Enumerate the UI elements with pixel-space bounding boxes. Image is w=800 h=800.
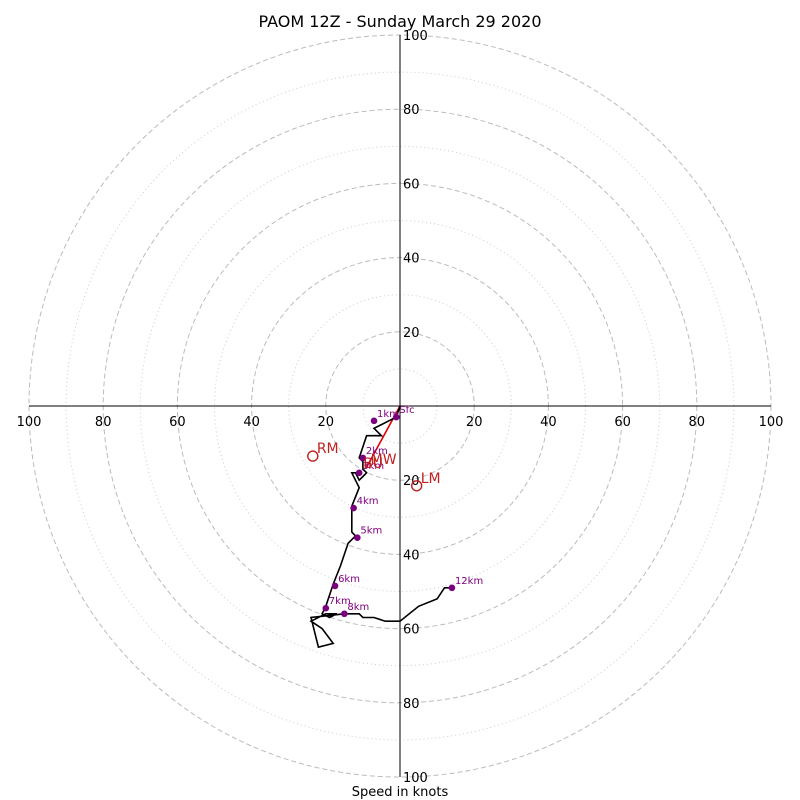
storm-label-rm: RM [317, 441, 339, 457]
storm-label-lm: LM [421, 471, 441, 487]
hodograph-line [309, 405, 452, 649]
height-point-sfc [392, 413, 400, 421]
storm-marker-rm [307, 450, 319, 462]
y-tick-label: 20 [403, 474, 420, 489]
x-tick-label: 100 [759, 415, 784, 430]
height-label-2km: 2km [366, 446, 388, 457]
height-label-4km: 4km [357, 496, 379, 507]
y-tick-label: 80 [403, 103, 420, 118]
height-label-sfc: Sfc [399, 405, 414, 416]
x-tick-label: 20 [318, 415, 335, 430]
height-point-7km [322, 604, 330, 612]
x-tick-label: 80 [689, 415, 706, 430]
storm-marker-lm [410, 480, 423, 492]
y-tick-label: 20 [403, 326, 420, 341]
height-point-6km [331, 582, 339, 590]
tick-labels: 100 80 60 40 20 20 40 60 80 100 100 80 60 40 20 20 40 60 8… [17, 29, 784, 786]
y-tick-label: 40 [403, 548, 420, 563]
height-point-8km [341, 610, 348, 618]
y-tick-label: 100 [403, 771, 428, 786]
x-tick-label: 100 [17, 415, 42, 430]
x-tick-label: 40 [540, 415, 557, 430]
height-label-1km: 1km [377, 409, 399, 420]
height-label-3km: 3km [362, 461, 384, 472]
height-label-7km: 7km [329, 596, 351, 607]
y-tick-label: 40 [403, 252, 420, 267]
y-tick-label: 100 [403, 29, 428, 44]
height-point-3km [355, 469, 363, 477]
height-label-8km: 8km [347, 602, 369, 613]
storm-label-bu: BU [363, 456, 383, 472]
height-label-5km: 5km [360, 526, 382, 537]
x-tick-label: 60 [169, 415, 186, 430]
height-point-12km [448, 584, 456, 592]
height-point-2km [359, 454, 367, 462]
x-tick-label: 20 [466, 415, 483, 430]
height-label-6km: 6km [338, 574, 360, 585]
height-point-1km [370, 417, 378, 425]
x-tick-label: 60 [614, 415, 631, 430]
x-axis-label: Speed in knots [352, 785, 449, 800]
x-tick-label: 40 [243, 415, 260, 430]
chart-title: PAOM 12Z - Sunday March 29 2020 [258, 12, 541, 31]
x-tick-label: 80 [95, 415, 112, 430]
height-point-5km [354, 534, 361, 542]
height-point-4km [350, 504, 357, 512]
height-label-12km: 12km [455, 576, 483, 587]
y-tick-label: 60 [403, 623, 420, 638]
y-tick-label: 80 [403, 697, 420, 712]
storm-label-mw: MW [371, 452, 397, 468]
y-tick-label: 60 [403, 177, 420, 192]
